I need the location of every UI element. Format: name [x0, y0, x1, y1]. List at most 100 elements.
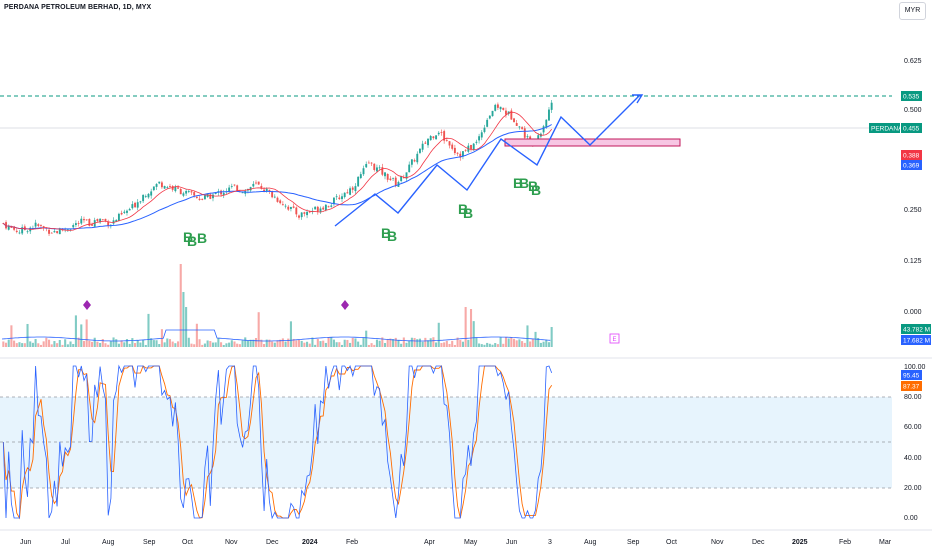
date-tick: Sep	[143, 539, 156, 546]
volume-bar	[34, 339, 37, 347]
candle	[241, 192, 244, 194]
volume-tag	[901, 324, 931, 334]
candle	[373, 163, 376, 170]
volume-bar	[39, 344, 43, 347]
candle	[354, 186, 357, 192]
volume-bar	[429, 338, 432, 347]
candle	[50, 232, 53, 234]
price-axis[interactable]: 0.625 0.500 0.250 0.125 0.000	[904, 58, 922, 316]
volume-bar	[230, 340, 233, 347]
candle	[451, 144, 454, 149]
stoch-d-tag	[901, 381, 922, 391]
volume-bar	[112, 337, 115, 347]
candle	[190, 191, 193, 193]
buy-signal: B	[381, 225, 391, 241]
candle	[429, 135, 432, 141]
volume-bar	[244, 337, 247, 347]
candle	[21, 227, 24, 234]
candle	[456, 152, 459, 154]
earnings-marker[interactable]	[609, 333, 620, 344]
candle	[400, 175, 403, 181]
candle	[475, 141, 478, 143]
candle	[203, 195, 206, 200]
volume-bar	[168, 339, 172, 347]
volume-ma-tag	[901, 335, 931, 345]
candle	[263, 189, 266, 192]
candle	[281, 204, 284, 206]
stoch-axis[interactable]: 100.00 80.00 60.00 40.00 20.00 0.00	[904, 364, 926, 522]
volume-bar	[228, 342, 231, 347]
date-tick: Aug	[102, 539, 115, 546]
volume-bar	[276, 340, 279, 347]
candle	[287, 206, 290, 210]
volume-bar	[179, 264, 182, 347]
volume-bar	[125, 339, 129, 347]
volume-bar	[308, 343, 311, 347]
candle	[233, 184, 236, 186]
candle	[126, 210, 128, 213]
volume-bar	[80, 324, 83, 347]
candle	[470, 144, 472, 150]
volume-bar	[472, 321, 475, 347]
price-tick: 0.250	[904, 207, 922, 214]
candle	[486, 119, 489, 127]
volume-bar	[10, 325, 13, 347]
candle	[319, 208, 322, 213]
volume-bar	[69, 341, 72, 347]
candle	[378, 167, 381, 169]
volume-bar	[408, 341, 411, 347]
volume-bar	[18, 342, 21, 347]
candle	[370, 162, 373, 164]
stoch-k-line	[2, 364, 553, 520]
volume-bar	[77, 337, 80, 347]
volume-bar	[349, 342, 352, 347]
volume-bar	[166, 338, 169, 347]
candle	[271, 190, 274, 198]
volume-bar	[257, 312, 260, 347]
volume-bar	[171, 341, 174, 347]
date-tick: 2024	[302, 539, 318, 546]
candle	[545, 119, 548, 128]
ma-fast-line	[3, 111, 553, 231]
volume-bar	[467, 339, 470, 347]
volume-bar	[547, 342, 551, 347]
volume-bar	[319, 341, 322, 347]
candle	[40, 225, 42, 226]
volume-bar	[2, 341, 5, 347]
zigzag-projection[interactable]	[334, 94, 641, 227]
volume-bar	[29, 341, 32, 347]
volume-bar	[483, 344, 486, 347]
candle	[386, 173, 389, 180]
volume-bar	[461, 341, 465, 347]
volume-bar	[335, 342, 338, 347]
candle	[389, 178, 392, 181]
candle	[53, 231, 56, 233]
candle	[419, 148, 421, 153]
volume-bar	[117, 343, 120, 347]
time-axis[interactable]: Jun Jul Aug Sep Oct Nov Dec 2024 Feb Apr…	[20, 539, 892, 546]
volume-bar	[214, 342, 217, 347]
volume-bar	[480, 344, 483, 347]
volume-bar	[42, 341, 45, 347]
volume-bar	[445, 340, 448, 347]
volume-bar	[340, 344, 344, 347]
candle	[394, 177, 397, 186]
date-tick: 3	[548, 539, 552, 546]
candle	[193, 192, 196, 196]
symbol-title[interactable]: PERDANA PETROLEUM BERHAD, 1D, MYX	[4, 4, 152, 11]
event-diamond[interactable]	[83, 300, 91, 310]
currency-button[interactable]: MYR	[899, 2, 926, 20]
volume-bar	[131, 338, 134, 347]
volume-bar	[61, 344, 64, 347]
volume-bar	[448, 343, 451, 347]
candle	[169, 185, 171, 187]
event-diamond[interactable]	[341, 300, 349, 310]
stoch-k-tag	[901, 370, 922, 380]
volume-bar	[367, 344, 370, 347]
candle	[276, 197, 279, 202]
stoch-tick: 80.00	[904, 394, 922, 401]
volume-bar	[53, 341, 56, 347]
date-tick: Nov	[225, 539, 238, 546]
volume-bar	[502, 343, 505, 347]
